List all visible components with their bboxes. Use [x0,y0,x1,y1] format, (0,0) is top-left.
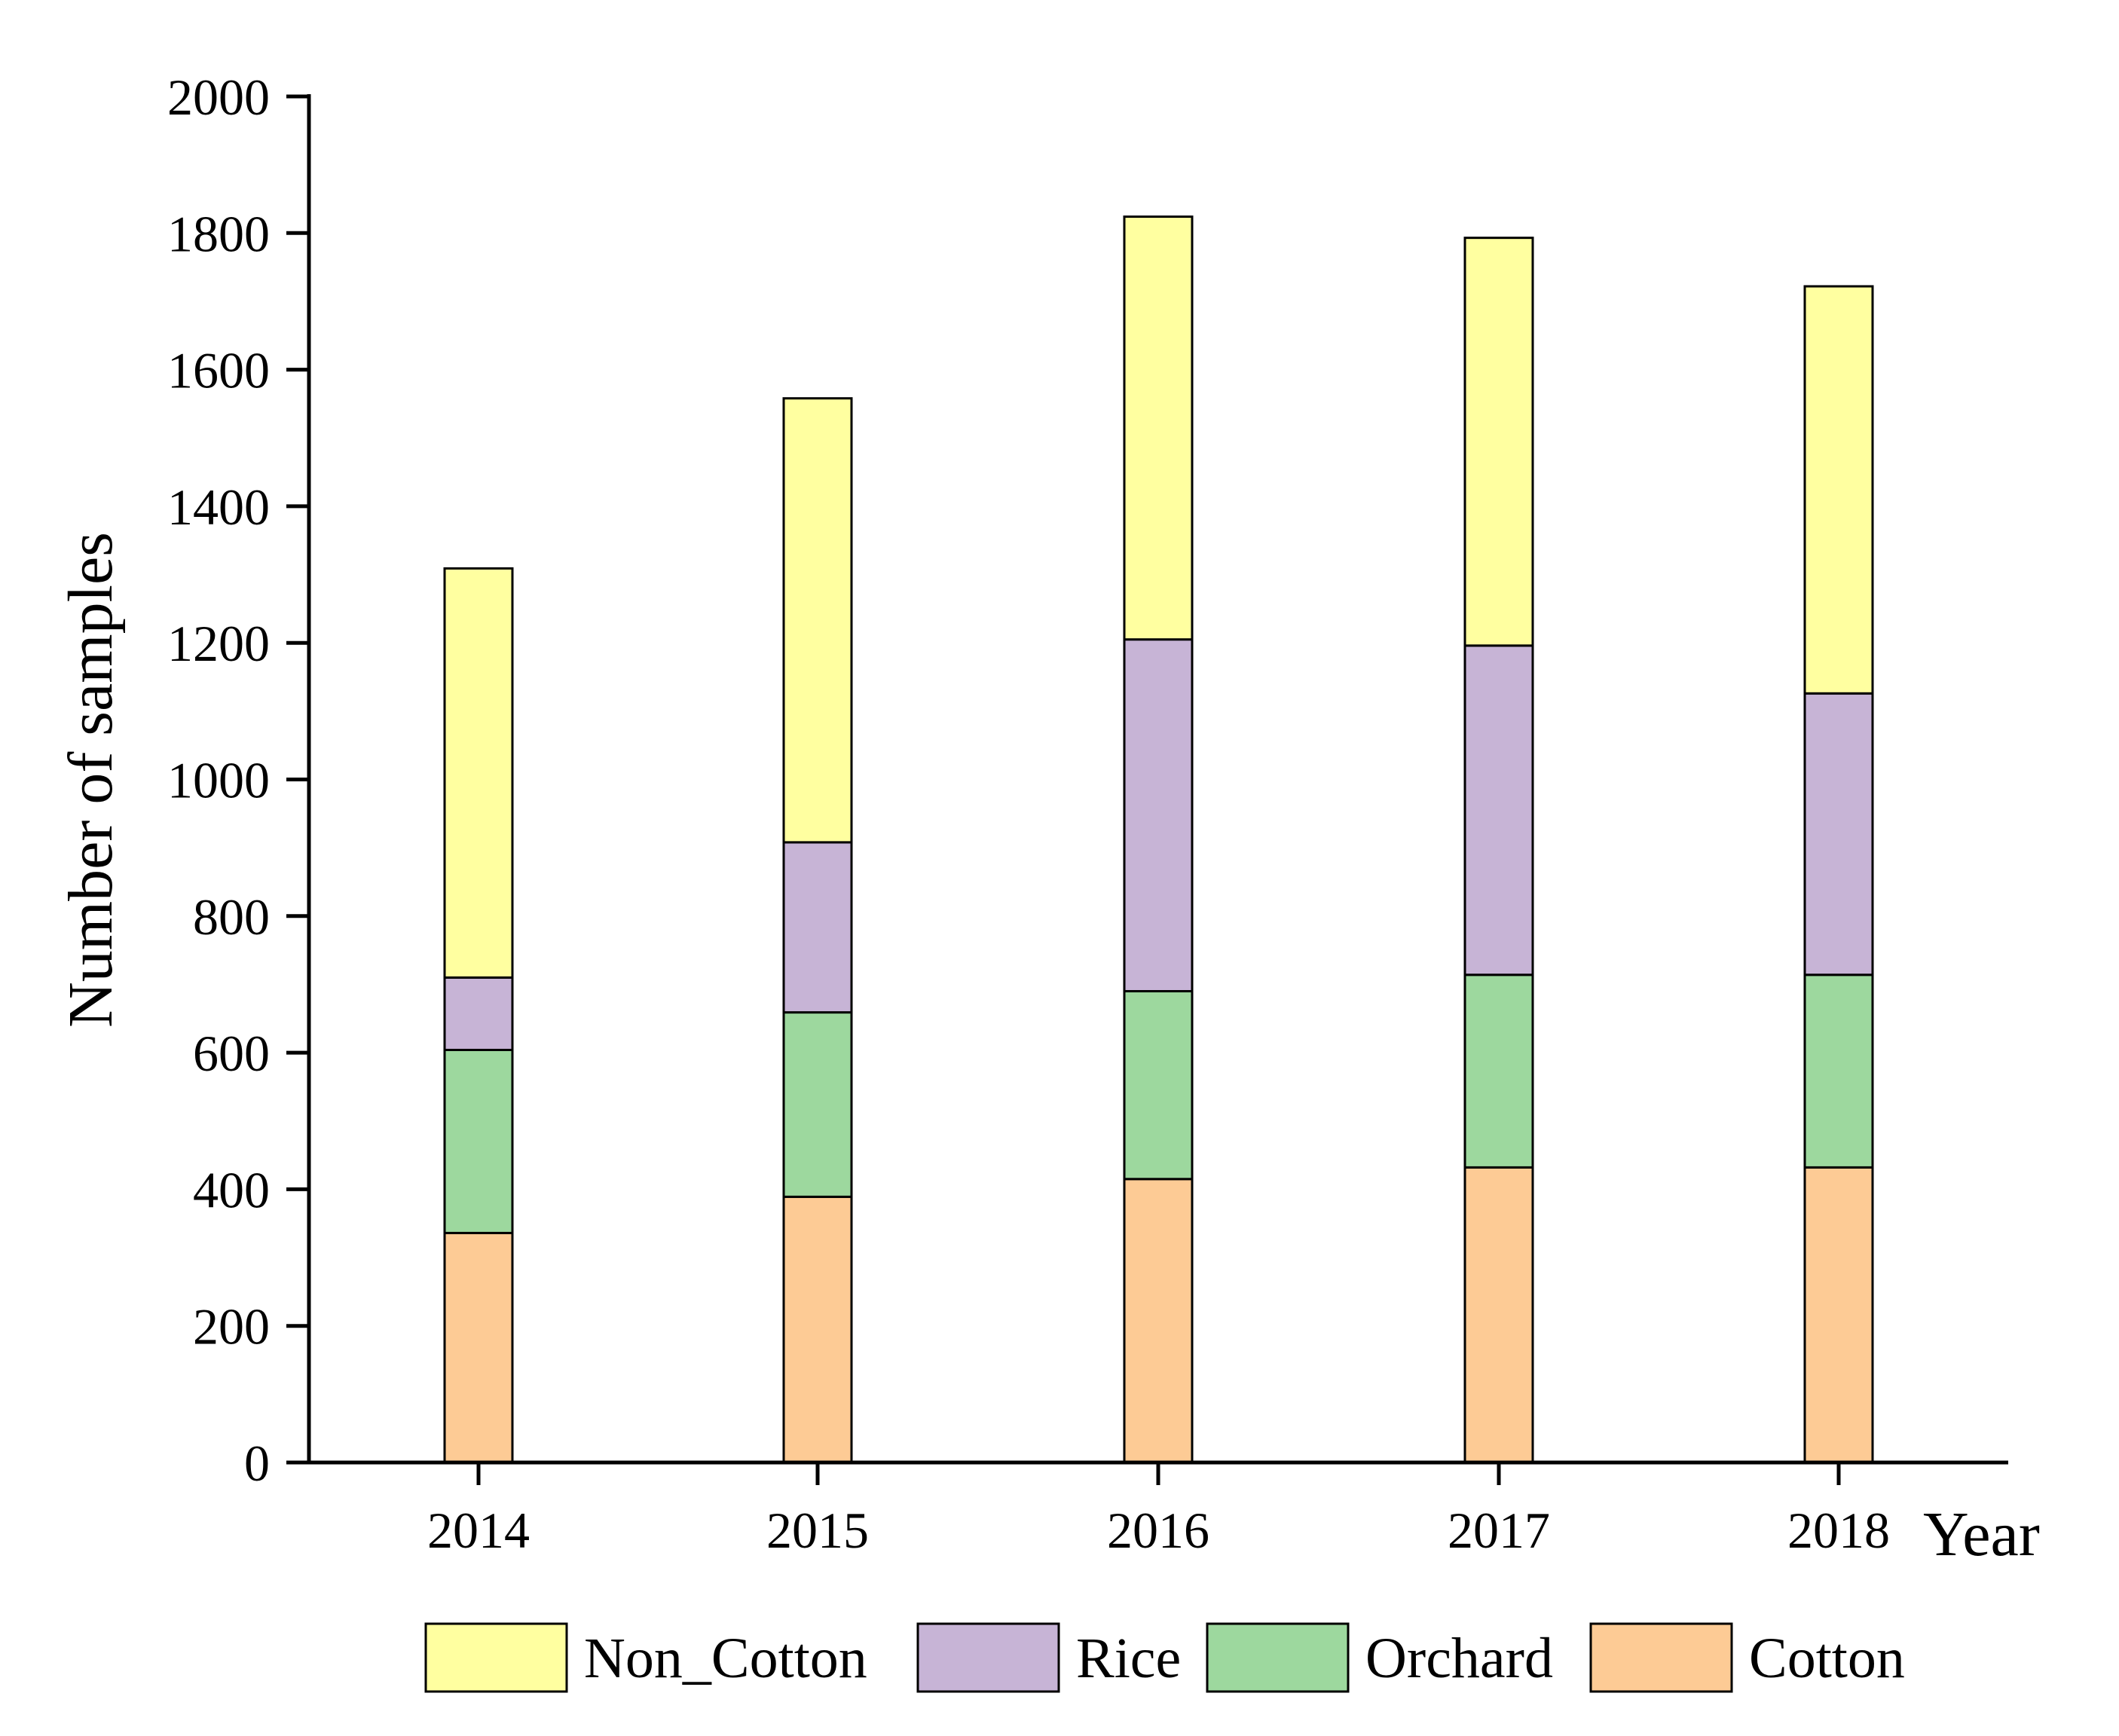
bar-orchard-2016 [1123,990,1194,1181]
y-tick-label: 400 [193,1161,270,1218]
legend-swatch-cotton [1589,1622,1733,1693]
legend-label-rice: Rice [1076,1627,1181,1690]
y-tick-label: 2000 [167,69,270,126]
legend-swatch-orchard [1206,1622,1350,1693]
y-tick-label: 0 [244,1435,270,1492]
bar-rice-2018 [1803,692,1874,976]
bar-orchard-2015 [782,1011,853,1198]
y-tick-label: 600 [193,1025,270,1082]
bar-orchard-2017 [1463,973,1534,1169]
x-axis-ticks: 2014 2015 2016 2017 2018 [427,1462,1890,1559]
bar-cotton-2015 [782,1195,853,1464]
legend-label-orchard: Orchard [1365,1627,1553,1690]
x-tick-label: 2016 [1107,1502,1209,1559]
bar-non-cotton-2015 [782,397,853,844]
legend-swatch-rice [916,1622,1060,1693]
legend-swatch-non-cotton [424,1622,568,1693]
bar-non-cotton-2018 [1803,285,1874,695]
y-tick-label: 1000 [167,752,270,809]
x-axis-title: Year [1923,1499,2040,1569]
bar-cotton-2017 [1463,1166,1534,1464]
bar-cotton-2018 [1803,1166,1874,1464]
y-tick-label: 1800 [167,205,270,262]
x-tick-label: 2014 [427,1502,530,1559]
legend-label-cotton: Cotton [1749,1627,1905,1690]
bar-orchard-2018 [1803,973,1874,1169]
y-axis-title: Number of samples [56,532,126,1028]
y-tick-label: 1600 [167,342,270,399]
bar-cotton-2016 [1123,1178,1194,1464]
x-tick-label: 2018 [1787,1502,1890,1559]
bars-layer [443,215,1874,1464]
bar-cotton-2014 [443,1231,514,1464]
y-tick-label: 1400 [167,478,270,536]
bar-non-cotton-2016 [1123,215,1194,641]
bar-non-cotton-2014 [443,567,514,979]
legend-label-non-cotton: Non_Cotton [584,1627,867,1690]
y-tick-label: 200 [193,1298,270,1355]
bar-rice-2015 [782,841,853,1014]
bar-rice-2014 [443,976,514,1051]
x-tick-label: 2017 [1448,1502,1550,1559]
bar-non-cotton-2017 [1463,237,1534,647]
bar-orchard-2014 [443,1048,514,1234]
legend: Non_Cotton Rice Orchard Cotton [424,1622,1905,1693]
y-tick-label: 800 [193,888,270,946]
y-axis-ticks: 0 200 400 600 800 1000 1200 1400 1600 1800 2000 [167,69,309,1492]
x-tick-label: 2015 [766,1502,869,1559]
y-tick-label: 1200 [167,615,270,672]
bar-rice-2017 [1463,644,1534,976]
bar-rice-2016 [1123,638,1194,993]
